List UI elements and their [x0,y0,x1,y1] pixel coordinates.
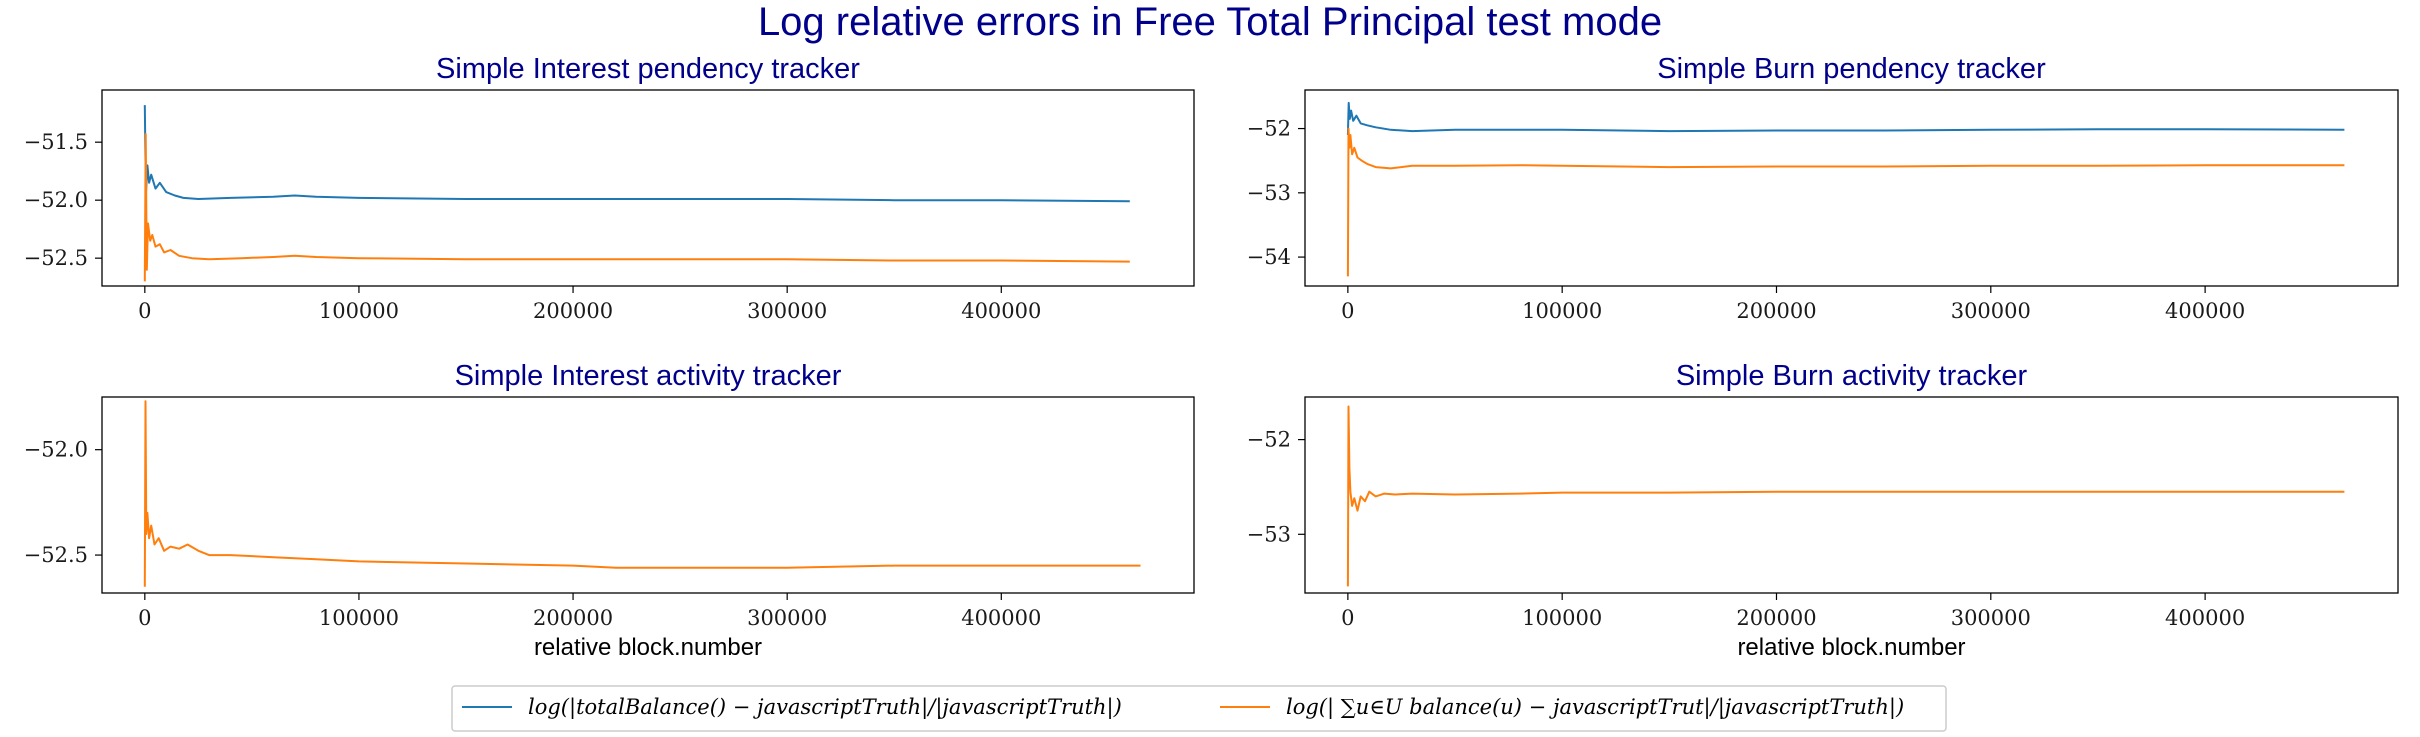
axes-frame [1304,89,2399,287]
x-axis-label: relative block.number [1737,634,1965,661]
y-tick-label: −52.5 [24,543,88,567]
y-tick-label: −51.5 [24,130,88,154]
x-tick-label: 300000 [747,299,827,323]
series-line-1 [1346,405,2345,587]
y-tick-label: −53 [1247,181,1291,205]
series-line-1 [143,105,1130,203]
y-tick-label: −52 [1247,117,1291,141]
subplot-2: Simple Burn pendency tracker 0 100000 20000… [1247,53,2399,323]
x-tick-label: 200000 [533,299,613,323]
x-tick-label: 100000 [319,606,399,630]
x-tick-label: 400000 [961,299,1041,323]
x-tick-label: 300000 [1951,606,2031,630]
subplot-title: Simple Interest pendency tracker [436,53,860,85]
x-tick-label: 0 [138,606,151,630]
series-line-2 [143,133,1130,282]
x-tick-label: 400000 [2165,606,2245,630]
x-tick-label: 300000 [747,606,827,630]
series-line-1 [143,400,1141,587]
y-tick-label: −53 [1247,522,1291,546]
y-tick-label: −52.0 [24,438,88,462]
x-tick-label: 100000 [319,299,399,323]
subplot-4: Simple Burn activity tracker 0 100000 20000… [1247,360,2399,661]
axes-frame [1304,396,2399,594]
subplot-title: Simple Burn activity tracker [1676,360,2028,392]
x-tick-label: 200000 [1736,606,1816,630]
x-tick-label: 100000 [1522,606,1602,630]
series-line-2 [1346,127,2345,277]
x-axis-label: relative block.number [534,634,762,661]
x-tick-label: 200000 [533,606,613,630]
y-tick-label: −52 [1247,428,1291,452]
x-tick-label: 200000 [1736,299,1816,323]
subplot-3: Simple Interest activity tracker 0 100000 2… [24,360,1195,661]
x-tick-label: 300000 [1951,299,2031,323]
legend-label-series-2: log(| ∑u∈U balance(u) − javascriptTrut|/… [1286,695,1904,720]
x-tick-label: 0 [1341,606,1354,630]
axes-frame [101,89,1195,287]
y-tick-label: −52.5 [24,246,88,270]
y-tick-label: −54 [1247,245,1291,269]
x-tick-label: 100000 [1522,299,1602,323]
y-tick-label: −52.0 [24,188,88,212]
x-tick-label: 0 [1341,299,1354,323]
figure-title: Log relative errors in Free Total Princi… [758,0,1662,44]
subplot-title: Simple Burn pendency tracker [1657,53,2046,85]
legend-label-series-1: log(|totalBalance() − javascriptTruth|/|… [528,695,1122,720]
subplot-grid: Simple Interest pendency tracker 0 100000 2… [24,53,2399,661]
x-tick-label: 0 [138,299,151,323]
x-tick-label: 400000 [961,606,1041,630]
series-line-1 [1346,101,2345,136]
legend-frame [451,685,1947,732]
axes-frame [101,396,1195,594]
subplot-1: Simple Interest pendency tracker 0 100000 2… [24,53,1195,323]
legend: log(|totalBalance() − javascriptTruth|/|… [451,685,1947,732]
subplot-title: Simple Interest activity tracker [455,360,842,392]
x-tick-label: 400000 [2165,299,2245,323]
